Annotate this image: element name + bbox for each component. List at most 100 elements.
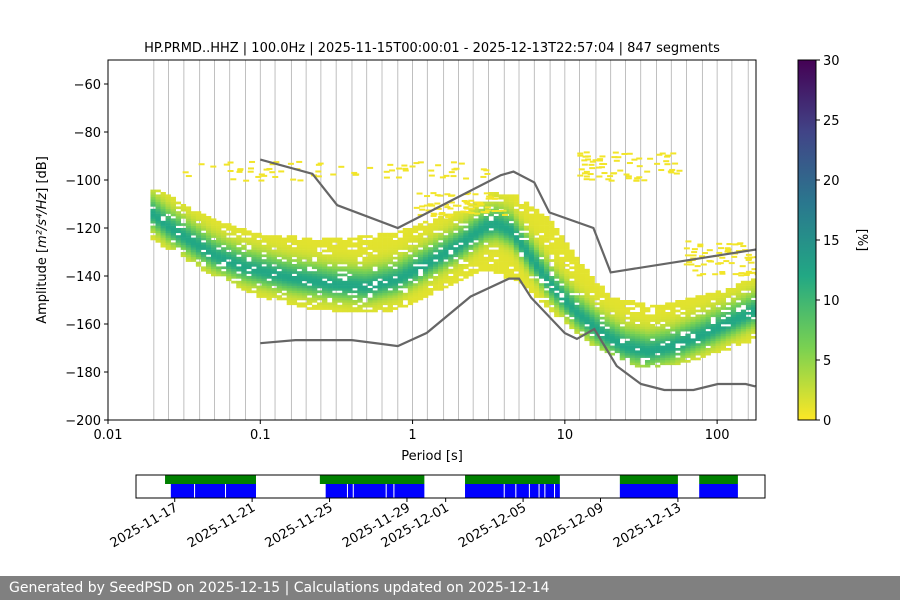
psd-cell xyxy=(500,209,507,212)
psd-cell xyxy=(583,175,590,178)
psd-cell xyxy=(412,268,419,272)
psd-cell xyxy=(463,237,469,241)
psd-cell xyxy=(715,314,721,318)
psd-cell xyxy=(584,295,590,298)
psd-cell xyxy=(352,242,358,246)
psd-cell xyxy=(155,223,161,226)
psd-cell xyxy=(296,273,303,277)
psd-cell xyxy=(493,244,499,248)
psd-cell xyxy=(735,336,742,339)
psd-cell xyxy=(266,254,272,258)
psd-cell xyxy=(513,211,520,214)
psd-cell xyxy=(675,321,681,325)
psd-cell xyxy=(347,268,353,272)
psd-cell xyxy=(433,237,439,241)
psd-cell xyxy=(513,266,520,270)
psd-cell xyxy=(549,302,555,306)
psd-cell xyxy=(397,280,404,284)
psd-cell xyxy=(660,360,666,363)
psd-cell xyxy=(402,230,409,234)
psd-cell xyxy=(589,307,595,310)
psd-cell xyxy=(491,197,498,200)
psd-cell xyxy=(483,249,489,253)
psd-cell xyxy=(433,266,439,270)
psd-cell xyxy=(271,271,277,274)
psd-cell xyxy=(735,290,742,294)
psd-cell xyxy=(705,352,711,356)
psd-cell xyxy=(241,237,247,241)
psd-cell xyxy=(372,264,378,267)
psd-cell xyxy=(523,280,530,284)
psd-cell xyxy=(417,240,424,243)
psd-cell xyxy=(574,256,580,260)
psd-cell xyxy=(301,278,308,282)
psd-cell xyxy=(337,295,343,298)
psd-cell xyxy=(680,340,686,344)
psd-cell xyxy=(564,256,570,260)
psd-cell xyxy=(347,288,353,291)
psd-cell xyxy=(387,295,393,298)
psd-cell xyxy=(463,232,469,236)
psd-cell xyxy=(559,237,565,241)
psd-cell xyxy=(584,292,590,296)
psd-cell xyxy=(316,307,323,310)
psd-cell xyxy=(422,268,429,272)
psd-cell xyxy=(286,276,293,279)
psd-cell xyxy=(569,259,575,262)
psd-cell xyxy=(243,179,250,182)
psd-cell xyxy=(211,242,217,246)
psd-cell xyxy=(362,256,368,260)
psd-cell xyxy=(634,319,641,322)
psd-cell xyxy=(200,225,207,229)
psd-cell xyxy=(639,302,646,306)
psd-cell xyxy=(357,290,363,294)
psd-cell xyxy=(604,307,610,310)
psd-cell xyxy=(269,171,276,174)
psd-cell xyxy=(650,362,656,366)
psd-cell xyxy=(478,237,484,241)
psd-cell xyxy=(670,309,676,313)
psd-cell xyxy=(392,268,399,272)
psd-cell xyxy=(407,240,414,243)
psd-cell xyxy=(276,247,282,250)
psd-cell xyxy=(539,213,545,217)
psd-cell xyxy=(629,355,636,358)
psd-cell xyxy=(251,276,257,279)
psd-cell xyxy=(422,240,429,243)
psd-cell xyxy=(382,307,388,310)
psd-cell xyxy=(332,295,338,298)
psd-cell xyxy=(750,290,756,294)
psd-cell xyxy=(574,273,580,277)
psd-cell xyxy=(241,283,247,286)
psd-cell xyxy=(322,297,328,301)
psd-cell xyxy=(397,240,404,243)
psd-cell xyxy=(599,336,605,339)
psd-cell xyxy=(205,249,212,253)
psd-cell xyxy=(503,247,510,250)
psd-cell xyxy=(583,178,590,181)
psd-cell xyxy=(750,288,756,291)
psd-cell xyxy=(407,283,414,286)
psd-cell xyxy=(735,314,742,318)
psd-cell xyxy=(634,328,641,332)
psd-cell xyxy=(634,345,641,349)
psd-cell xyxy=(291,276,298,279)
psd-cell xyxy=(422,228,429,231)
psd-cell xyxy=(382,276,388,279)
psd-cell xyxy=(508,225,515,229)
psd-cell xyxy=(392,300,399,303)
psd-cell xyxy=(731,255,738,258)
psd-cell xyxy=(503,252,510,255)
psd-cell xyxy=(342,273,348,277)
psd-cell xyxy=(362,252,368,255)
psd-cell xyxy=(424,195,431,198)
psd-cell xyxy=(695,352,701,356)
psd-cell xyxy=(311,278,318,282)
psd-cell xyxy=(327,276,333,279)
psd-cell xyxy=(644,307,651,310)
psd-cell xyxy=(226,278,232,282)
psd-cell xyxy=(322,307,328,310)
psd-cell xyxy=(180,254,187,258)
psd-cell xyxy=(715,312,721,315)
